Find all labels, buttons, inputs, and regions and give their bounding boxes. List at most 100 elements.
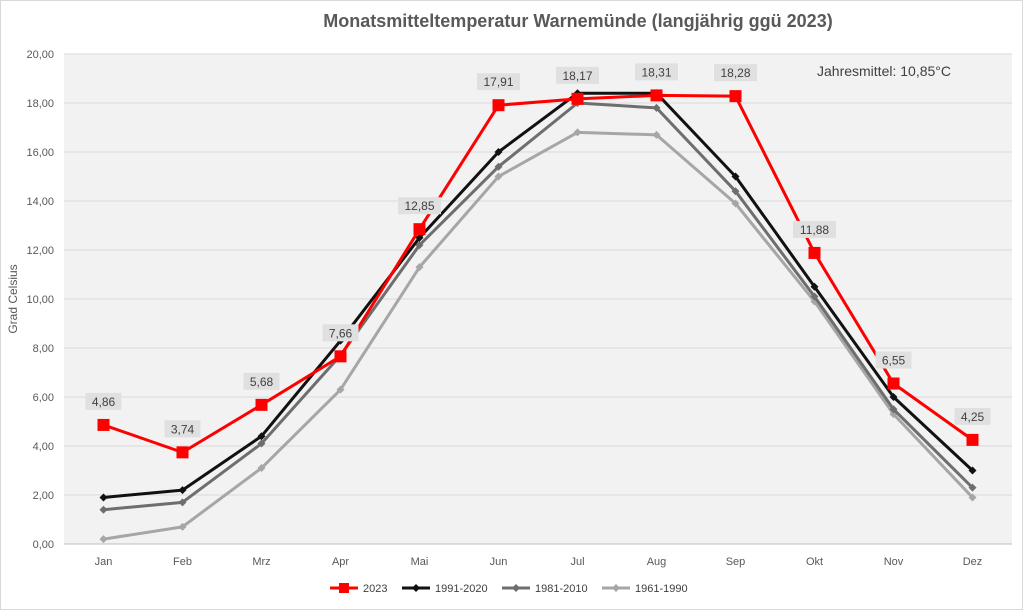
data-label: 18,31	[641, 65, 671, 79]
point-marker	[334, 350, 347, 363]
point-marker	[966, 433, 979, 446]
point-marker	[176, 446, 189, 459]
data-label: 3,74	[171, 422, 195, 436]
data-label-background	[164, 420, 201, 438]
x-tick-label: Aug	[647, 556, 667, 568]
legend-item: 1961-1990	[602, 583, 688, 595]
x-tick-label: Nov	[884, 556, 904, 568]
y-tick-label: 14,00	[26, 196, 54, 208]
legend-label: 1961-1990	[635, 583, 688, 595]
x-tick-label: Mai	[411, 556, 429, 568]
x-tick-label: Mrz	[252, 556, 270, 568]
legend-item: 1991-2020	[402, 583, 488, 595]
point-marker	[889, 393, 898, 401]
point-marker	[494, 148, 503, 156]
point-marker	[494, 172, 503, 181]
data-label-background	[875, 351, 912, 369]
data-label-background	[322, 324, 359, 342]
data-label-background	[714, 64, 757, 82]
gridlines	[64, 53, 1012, 545]
legend-label: 1991-2020	[435, 583, 488, 595]
point-marker	[731, 187, 740, 196]
y-axis-label: Grad Celsius	[6, 264, 20, 333]
point-marker	[889, 405, 898, 414]
point-marker	[810, 292, 819, 301]
data-label: 5,68	[250, 375, 274, 389]
point-marker	[968, 466, 977, 475]
data-label: 6,55	[882, 354, 906, 368]
legend-item: 2023	[330, 583, 387, 595]
point-marker	[257, 432, 266, 441]
x-tick-label: Jan	[95, 556, 113, 568]
point-marker	[178, 498, 187, 507]
data-labels: 4,86 3,74 5,68 7,66 12,85 17,91 18,17 18,31 18,2…	[85, 63, 991, 438]
data-label: 4,25	[961, 410, 985, 424]
data-label: 11,88	[800, 223, 829, 237]
y-tick-label: 8,00	[33, 343, 54, 355]
point-marker	[415, 233, 424, 242]
x-tick-label: Okt	[806, 556, 823, 568]
point-marker	[412, 584, 420, 592]
point-marker	[808, 246, 821, 259]
point-marker	[494, 162, 503, 171]
point-marker	[652, 130, 661, 139]
point-marker	[415, 263, 424, 272]
data-label: 18,17	[562, 69, 592, 83]
series-1991-2020	[99, 89, 977, 502]
data-label-background	[243, 372, 280, 390]
y-tick-label: 16,00	[26, 147, 54, 159]
series-line	[103, 91, 974, 499]
point-marker	[810, 282, 819, 291]
y-tick-label: 20,00	[26, 49, 54, 61]
point-marker	[339, 583, 349, 593]
point-marker	[968, 493, 977, 502]
y-tick-label: 6,00	[33, 392, 54, 404]
y-tick-label: 18,00	[26, 98, 54, 110]
x-tick-label: Jul	[570, 556, 584, 568]
point-marker	[99, 535, 108, 544]
data-label-background	[398, 197, 441, 215]
point-marker	[97, 418, 110, 431]
point-marker	[652, 103, 661, 112]
y-tick-label: 4,00	[33, 441, 54, 453]
legend-label: 1981-2010	[535, 583, 588, 595]
point-marker	[413, 223, 426, 236]
point-marker	[512, 584, 520, 592]
point-marker	[257, 439, 266, 448]
point-marker	[731, 199, 740, 208]
data-label: 18,28	[720, 66, 750, 80]
y-tick-label: 12,00	[26, 245, 54, 257]
x-tick-label: Jun	[490, 556, 508, 568]
point-marker	[257, 464, 266, 473]
y-tick-label: 2,00	[33, 490, 54, 502]
point-marker	[99, 505, 108, 514]
point-marker	[178, 486, 187, 495]
data-label-background	[477, 73, 520, 91]
point-marker	[729, 90, 742, 103]
point-marker	[571, 92, 584, 105]
point-marker	[650, 89, 663, 102]
data-label-background	[635, 63, 678, 81]
point-marker	[255, 398, 268, 411]
series-lines	[97, 89, 979, 544]
point-marker	[178, 522, 187, 531]
data-label-background	[85, 392, 122, 410]
point-marker	[731, 172, 740, 181]
data-label: 17,91	[483, 75, 513, 89]
series-line	[103, 130, 974, 541]
data-label-background	[954, 407, 991, 425]
legend: 2023 1991-2020 1981-2010 1961-1990	[330, 583, 688, 595]
series-line	[103, 93, 974, 454]
point-marker	[492, 99, 505, 112]
point-marker	[887, 377, 900, 390]
point-marker	[573, 128, 582, 137]
x-tick-label: Apr	[332, 556, 349, 568]
data-label-background	[793, 220, 836, 238]
series-2023	[97, 89, 979, 459]
point-marker	[415, 241, 424, 250]
data-label-background	[556, 66, 599, 84]
point-marker	[612, 584, 620, 592]
x-tick-label: Sep	[726, 556, 746, 568]
